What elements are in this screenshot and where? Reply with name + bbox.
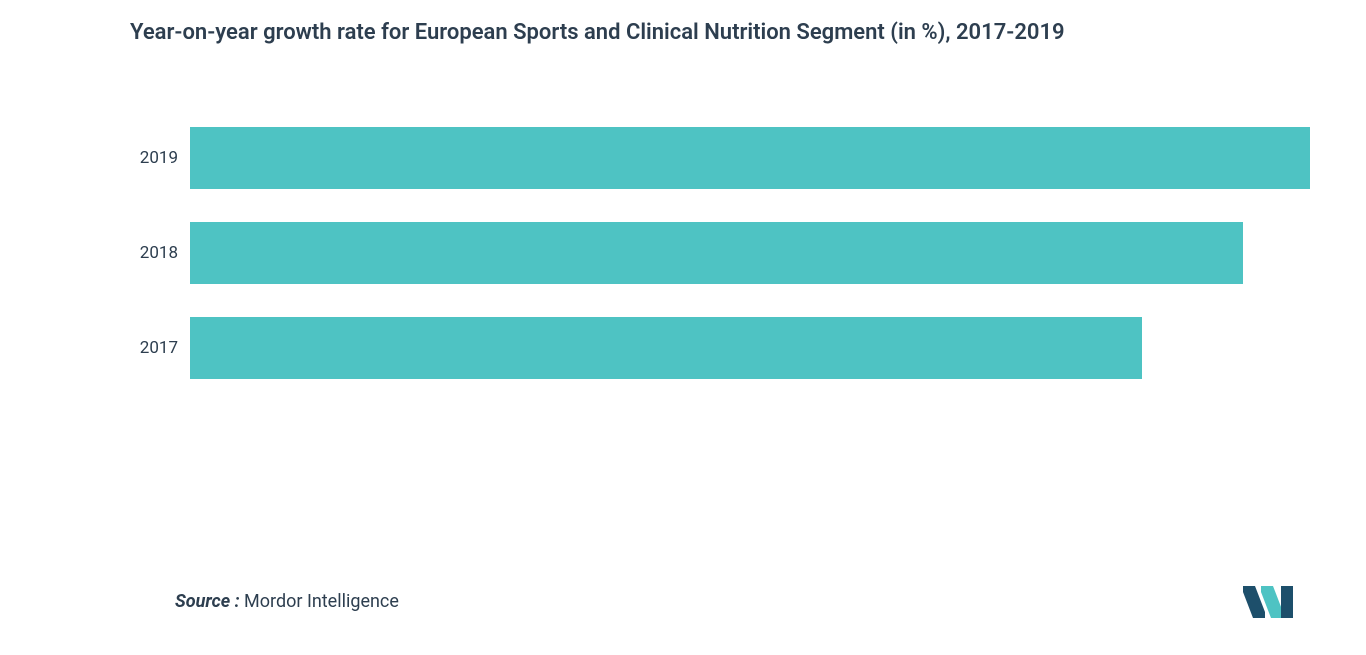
bar-track [190,317,1310,379]
chart-container: Year-on-year growth rate for European Sp… [0,0,1366,655]
source-value: Mordor Intelligence [240,591,399,612]
bar-track [190,222,1310,284]
mordor-logo-icon [1241,582,1306,620]
bar-row: 2018 [130,220,1310,285]
chart-footer: Source : Mordor Intelligence [175,582,1306,620]
bar-label-2019: 2019 [130,148,190,168]
source-attribution: Source : Mordor Intelligence [175,591,399,612]
logo-svg [1241,582,1306,620]
chart-title: Year-on-year growth rate for European Sp… [50,20,1316,45]
bar-row: 2017 [130,315,1310,380]
source-label: Source : [175,591,240,612]
bar-2019 [190,127,1310,189]
bar-track [190,127,1310,189]
bar-row: 2019 [130,125,1310,190]
chart-area: 2019 2018 2017 [130,125,1310,455]
bar-2017 [190,317,1142,379]
bar-2018 [190,222,1243,284]
bar-label-2018: 2018 [130,243,190,263]
bar-label-2017: 2017 [130,338,190,358]
